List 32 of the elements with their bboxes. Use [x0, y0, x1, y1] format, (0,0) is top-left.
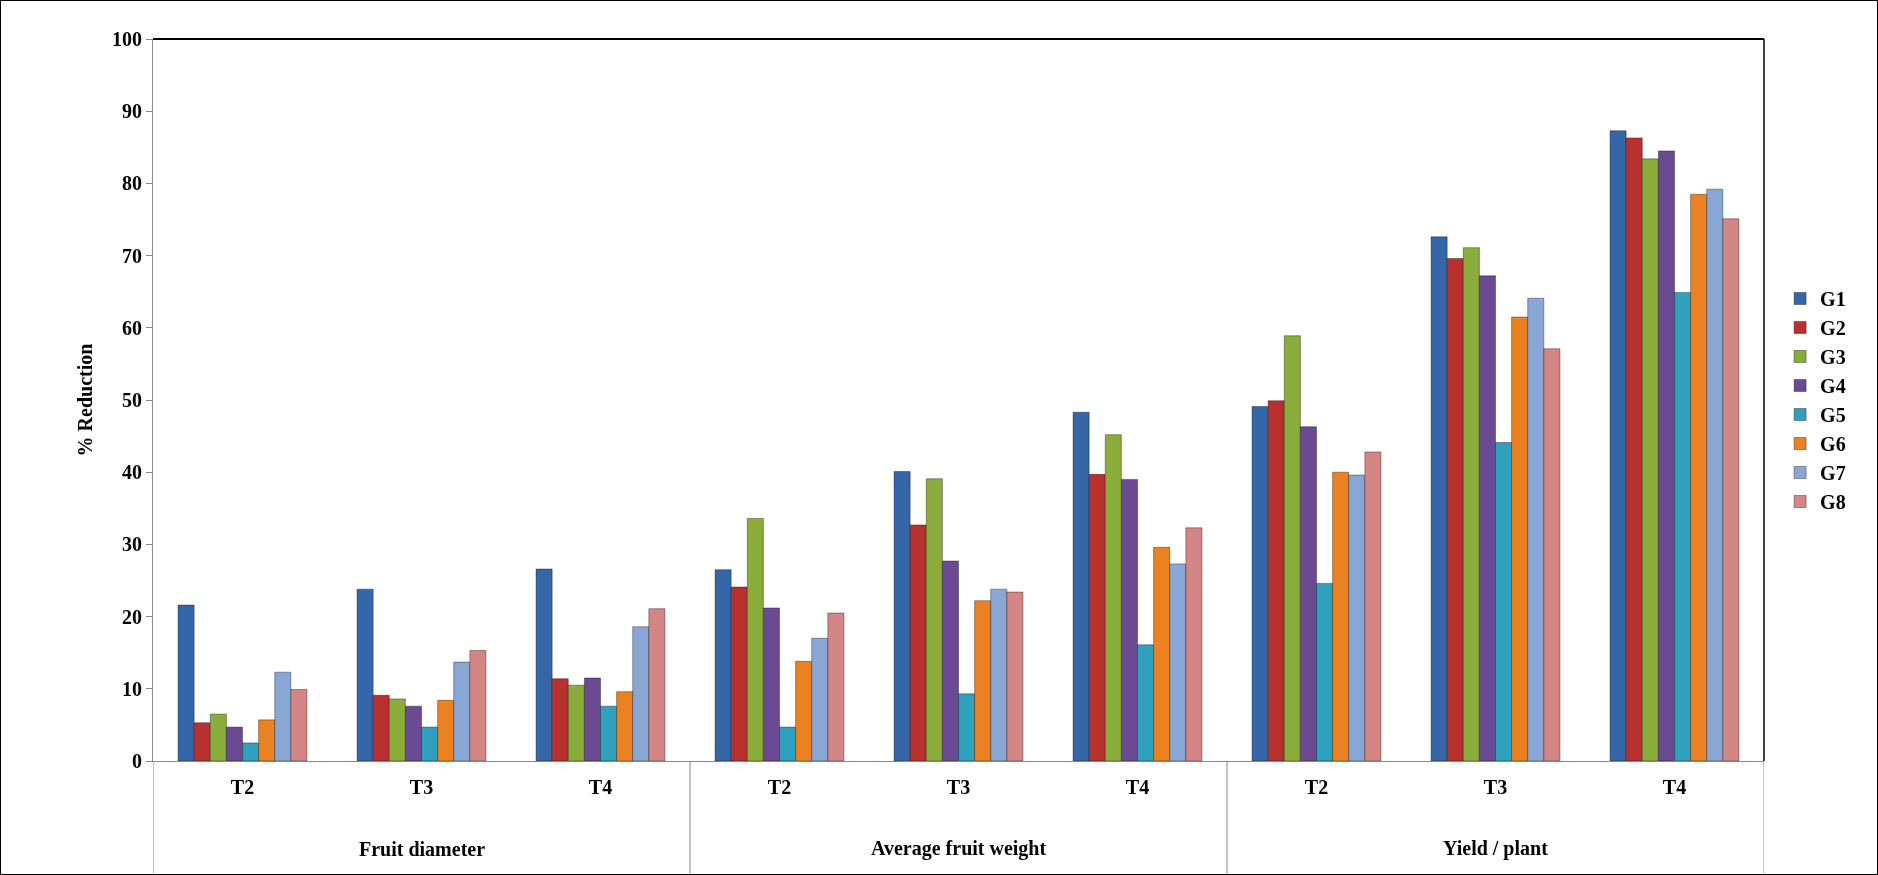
legend-label: G5	[1820, 404, 1846, 427]
legend-label: G1	[1820, 288, 1846, 311]
y-axis-title: % Reduction	[73, 343, 96, 457]
legend-label: G8	[1820, 491, 1846, 514]
x-tick-label: T3	[409, 776, 434, 798]
y-tick-label: 10	[122, 677, 142, 700]
x-tick-label: T2	[230, 776, 255, 798]
text: Yield / plant	[1443, 837, 1549, 860]
text: Fruit diameter	[359, 838, 486, 860]
y-tick-label: 80	[122, 172, 142, 195]
text: Average fruit weight	[871, 837, 1047, 860]
x-tick-label: T2	[767, 776, 792, 798]
y-tick-label: 50	[122, 389, 142, 411]
y-tick-label: 30	[122, 533, 142, 556]
y-tick-label: 90	[122, 100, 142, 123]
legend-label: G7	[1820, 462, 1846, 485]
legend-label: G2	[1820, 317, 1846, 340]
legend-label: G4	[1820, 375, 1846, 398]
y-tick-label: 70	[122, 244, 142, 267]
y-tick-label: 60	[122, 316, 142, 339]
x-tick-label: T3	[1483, 776, 1508, 798]
y-tick-label: 20	[122, 605, 142, 628]
y-tick-label: 100	[112, 28, 142, 50]
legend-label: G3	[1820, 346, 1846, 369]
x-tick-label: T4	[1125, 776, 1150, 798]
legend-label: G6	[1820, 433, 1846, 456]
y-tick-label: 40	[122, 461, 142, 484]
x-tick-label: T2	[1304, 776, 1329, 798]
x-tick-label: T3	[946, 776, 971, 798]
x-tick-label: T4	[1662, 776, 1687, 798]
x-tick-label: T4	[588, 776, 613, 798]
y-tick-label: 0	[132, 750, 142, 772]
